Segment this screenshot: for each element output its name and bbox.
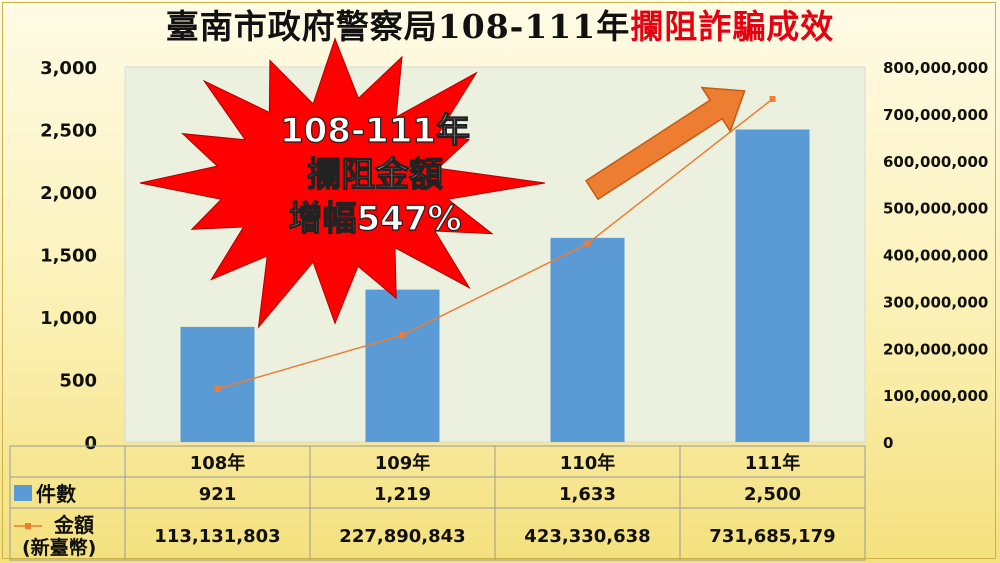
amount-value: 113,131,803 — [154, 526, 280, 547]
line-point — [214, 385, 221, 392]
count-value: 921 — [199, 484, 237, 505]
y-tick-label: 0 — [84, 433, 97, 454]
y-tick-label: 3,000 — [40, 58, 97, 79]
count-value: 1,633 — [559, 484, 616, 505]
series-line — [217, 98, 773, 390]
callout-text: 攔阻金額 — [307, 155, 443, 195]
bar — [365, 289, 440, 442]
line-point — [399, 332, 406, 339]
legend-count-label: 件數 — [36, 482, 76, 506]
y2-tick-label: 300,000,000 — [883, 293, 988, 311]
y-tick-label: 1,000 — [40, 308, 97, 329]
legend-line-marker — [25, 523, 31, 529]
y-tick-label: 500 — [59, 371, 97, 392]
y2-tick-label: 800,000,000 — [883, 59, 988, 77]
bar — [180, 326, 255, 442]
y2-tick-label: 200,000,000 — [883, 340, 988, 358]
legend-amount-label: 金額 — [53, 513, 94, 537]
amount-value: 731,685,179 — [709, 526, 835, 547]
legend-amount-unit: (新臺幣) — [22, 536, 96, 559]
title-highlight: 攔阻詐騙成效 — [630, 7, 835, 46]
legend-bar-key — [14, 485, 32, 501]
y2-tick-label: 100,000,000 — [883, 387, 988, 405]
count-value: 1,219 — [374, 484, 431, 505]
page-title: 臺南市政府警察局108-111年攔阻詐騙成效 — [0, 2, 1000, 52]
line-point — [769, 96, 776, 103]
y-tick-label: 2,500 — [40, 121, 97, 142]
y2-tick-label: 600,000,000 — [883, 153, 988, 171]
y-tick-label: 2,000 — [40, 183, 97, 204]
y2-tick-label: 0 — [883, 434, 893, 452]
y2-tick-label: 400,000,000 — [883, 247, 988, 265]
x-tick-label: 108年 — [190, 452, 246, 474]
count-value: 2,500 — [744, 484, 801, 505]
y2-tick-label: 500,000,000 — [883, 200, 988, 218]
line-point — [584, 240, 591, 247]
x-tick-label: 111年 — [745, 452, 801, 474]
x-tick-label: 110年 — [560, 452, 616, 474]
callout-text: 108-111年 — [280, 111, 470, 151]
y-tick-label: 1,500 — [40, 246, 97, 267]
bar — [735, 129, 810, 442]
amount-value: 423,330,638 — [524, 526, 650, 547]
y2-tick-label: 700,000,000 — [883, 106, 988, 124]
x-tick-label: 109年 — [375, 452, 431, 474]
bar — [550, 237, 625, 442]
growth-arrow-shape — [584, 86, 746, 201]
callout-burst — [139, 37, 546, 329]
callout-text: 增幅547% — [288, 199, 461, 239]
growth-arrow — [584, 86, 746, 201]
amount-value: 227,890,843 — [339, 526, 465, 547]
title-main: 臺南市政府警察局108-111年 — [165, 7, 631, 46]
